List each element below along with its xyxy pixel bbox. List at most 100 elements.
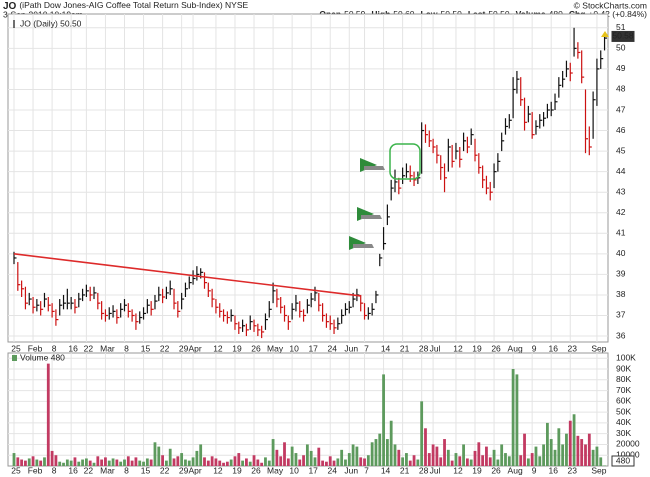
x-tick-label: 28 [419,465,429,475]
y-tick-label: 70K [616,385,631,395]
volume-bar [111,458,115,466]
volume-bar [115,459,119,466]
x-tick-label: 26 [491,465,501,475]
volume-bar [481,455,485,466]
volume-bar [458,456,462,466]
x-tick-label: 16 [68,465,78,475]
volume-bar [504,453,507,466]
x-tick-label: Jul [430,465,441,475]
y-tick-label: 20000 [616,439,640,449]
volume-bar [363,458,366,466]
volume-bar [267,460,271,466]
x-tick-label: 22 [84,465,94,475]
volume-bar [370,442,374,466]
volume-bar [92,462,96,466]
volume-bar [561,444,565,466]
y-tick-label: 37 [616,310,626,320]
x-tick-label: 16 [548,465,558,475]
volume-bar [245,458,248,466]
x-tick-label: 19 [472,465,482,475]
volume-bar [302,455,305,466]
y-tick-label: 39 [616,269,626,279]
x-tick-label: 17 [308,343,318,353]
volume-bar [96,456,100,466]
x-tick-label: 8 [52,465,57,475]
y-tick-label: 43 [616,186,626,196]
volume-bar [351,444,355,466]
volume-bar [344,459,347,466]
volume-bar [412,455,416,466]
volume-bar [603,465,606,466]
volume-bar [378,433,382,466]
volume-bar [161,455,164,466]
y-tick-label: 48 [616,84,626,94]
security-name: (iPath Dow Jones-AIG Coffee Total Return… [19,0,248,10]
y-tick-label: 10000 [616,449,640,459]
volume-bar [424,428,427,466]
x-tick-label: Sep [591,465,606,475]
volume-bar [485,446,488,466]
volume-bar [237,453,241,466]
x-tick-label: Aug [508,465,523,475]
volume-bar [286,458,290,466]
legend-label: JO (Daily) 50.50 [20,18,82,28]
volume-bar [252,455,256,466]
x-tick-label: 12 [453,465,463,475]
volume-bar [473,450,477,466]
x-tick-label: 14 [381,465,391,475]
x-tick-label: Apr [188,343,201,353]
header-title: JO (iPath Dow Jones-AIG Coffee Total Retu… [3,0,248,11]
volume-bar [435,446,439,466]
volume-bar [382,374,385,466]
x-tick-label: 7 [364,465,369,475]
x-tick-label: 26 [491,343,501,353]
x-tick-label: Feb [28,465,43,475]
volume-bar [142,461,145,466]
volume-bar [557,428,561,466]
volume-bar [264,457,267,466]
y-tick-label: 100K [616,352,636,362]
marker [601,31,609,37]
x-tick-label: 8 [52,343,57,353]
volume-bar [27,458,31,466]
volume-bar [191,457,195,466]
y-tick-label: 47 [616,104,626,114]
x-tick-label: Feb [28,343,43,353]
last-value-label: 480 [616,455,630,465]
volume-bar [305,444,309,466]
volume-bar [187,460,191,466]
volume-bar [572,414,576,466]
x-tick-label: May [267,465,284,475]
trendline [13,253,361,297]
volume-bar [88,460,92,466]
volume-bar [328,456,332,466]
volume-bar [443,439,446,466]
volume-bar [332,460,336,466]
x-tick-label: Apr [188,465,201,475]
last-value-box [611,455,635,467]
y-tick-label: 30K [616,428,631,438]
volume-bar [313,457,317,466]
volume-bar [134,457,138,466]
volume-bar [165,460,168,466]
volume-bar [580,439,584,466]
volume-bar [184,459,187,466]
quote-value: +0.42 (+0.84%) [588,9,647,19]
volume-bar [534,446,538,466]
volume-bar [290,446,294,466]
y-tick-label: 36 [616,330,626,340]
x-tick-label: 19 [472,343,482,353]
volume-bar [16,457,20,466]
y-tick-label: 80K [616,374,631,384]
volume-bar [553,449,557,466]
volume-bar [355,446,359,466]
volume-bar [408,460,412,466]
y-tick-label: 41 [616,228,626,238]
y-tick-label: 60K [616,396,631,406]
x-tick-label: 29 [179,465,189,475]
y-tick-label: 45 [616,145,626,155]
volume-bar [591,449,595,466]
annotations [349,31,609,250]
y-tick-label: 50K [616,406,631,416]
x-tick-label: 24 [327,465,337,475]
